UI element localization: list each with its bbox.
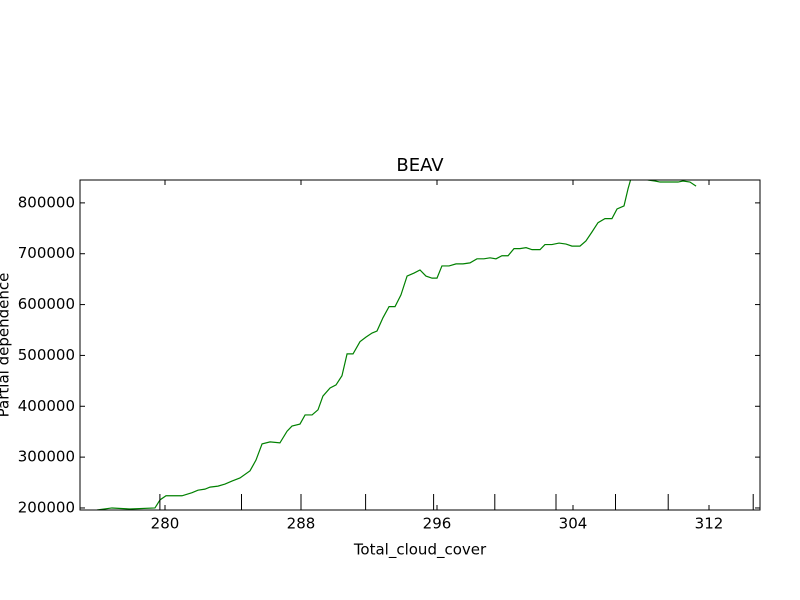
x-tick-label: 304	[559, 515, 588, 533]
axes-frame	[79, 179, 761, 511]
x-tick-label: 280	[151, 515, 180, 533]
y-axis-label: Partial dependence	[0, 273, 13, 418]
x-axis-label: Total_cloud_cover	[353, 541, 487, 560]
y-tick-label: 800000	[18, 193, 75, 211]
plot-area	[96, 180, 697, 510]
y-tick-label: 200000	[18, 498, 75, 516]
y-tick-label: 700000	[18, 244, 75, 262]
y-tick-label: 400000	[18, 397, 75, 415]
y-tick-label: 600000	[18, 295, 75, 313]
x-tick-label: 312	[695, 515, 724, 533]
y-tick-label: 300000	[18, 448, 75, 466]
x-tick-label: 296	[423, 515, 452, 533]
data-line	[96, 180, 697, 510]
chart-title: BEAV	[396, 155, 444, 176]
y-tick-label: 500000	[18, 346, 75, 364]
x-tick-label: 288	[287, 515, 316, 533]
